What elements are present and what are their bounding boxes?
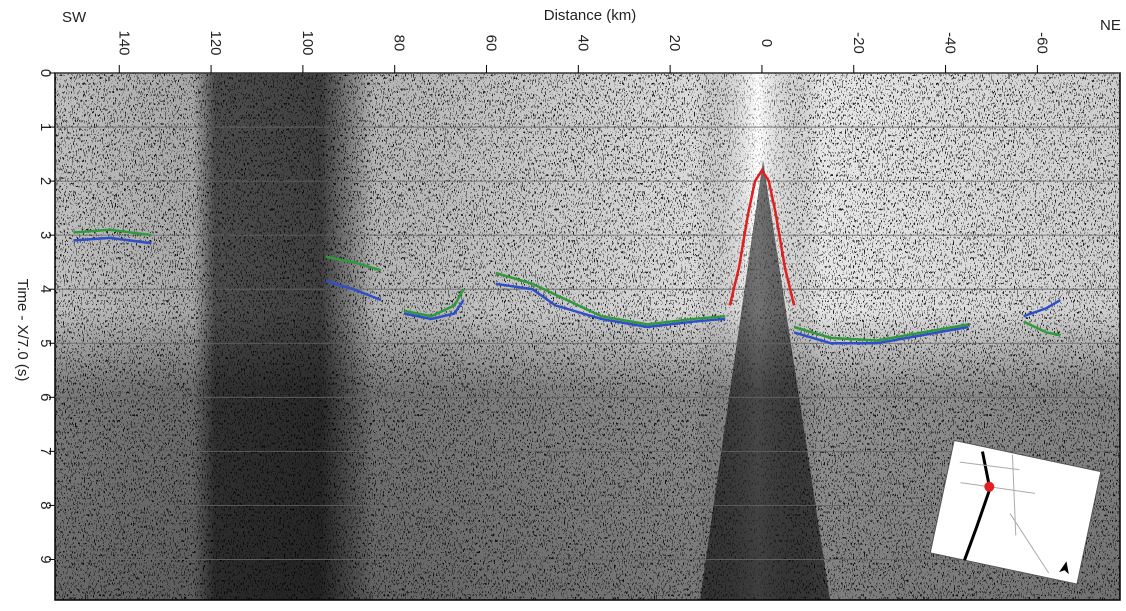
picked-horizon [403, 288, 465, 318]
sw-label: SW [62, 9, 87, 26]
picked-horizon [1023, 298, 1061, 318]
y-tick-label: 9 [37, 555, 54, 563]
inset-map [929, 439, 1102, 585]
y-tick-label: 1 [37, 123, 54, 131]
y-tick-label: 2 [37, 177, 54, 185]
y-tick-label: 5 [37, 339, 54, 347]
y-axis-title: Time - X/7.0 (s) [14, 279, 31, 382]
x-tick-label: 40 [574, 35, 591, 52]
picked-horizon [495, 282, 726, 329]
ne-label: NE [1100, 17, 1121, 34]
picked-horizon [793, 323, 969, 342]
picked-horizon [325, 255, 382, 272]
y-tick-label: 7 [37, 447, 54, 455]
seismic-background [54, 72, 1121, 601]
picked-horizon [1023, 320, 1061, 337]
y-tick-label: 4 [37, 285, 54, 293]
picked-horizon [73, 236, 152, 245]
x-tick-label: -20 [850, 32, 867, 54]
x-tick-label: 140 [115, 30, 132, 55]
x-tick-label: 20 [666, 35, 683, 52]
x-tick-label: 120 [207, 30, 224, 55]
picked-horizon [325, 279, 382, 302]
x-tick-label: 0 [758, 39, 775, 47]
x-tick-label: 80 [391, 35, 408, 52]
picked-horizon [403, 299, 465, 321]
x-tick-label: 100 [299, 30, 316, 55]
x-tick-label: -60 [1033, 32, 1050, 54]
picked-horizon [728, 167, 796, 306]
x-axis-title: Distance (km) [544, 7, 637, 24]
picked-horizon [73, 228, 152, 237]
plot-area [55, 72, 1120, 560]
y-tick-label: 8 [37, 501, 54, 509]
x-tick-label: 60 [483, 35, 500, 52]
y-tick-label: 0 [37, 69, 54, 77]
y-tick-label: 6 [37, 393, 54, 401]
picked-horizon [495, 271, 726, 326]
y-tick-label: 3 [37, 231, 54, 239]
x-tick-label: -40 [942, 32, 959, 54]
picked-horizon [793, 325, 969, 345]
